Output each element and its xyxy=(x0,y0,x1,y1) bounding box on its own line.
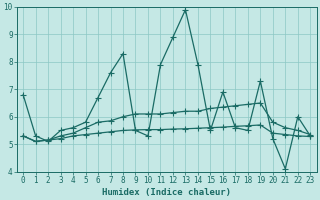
X-axis label: Humidex (Indice chaleur): Humidex (Indice chaleur) xyxy=(102,188,231,197)
